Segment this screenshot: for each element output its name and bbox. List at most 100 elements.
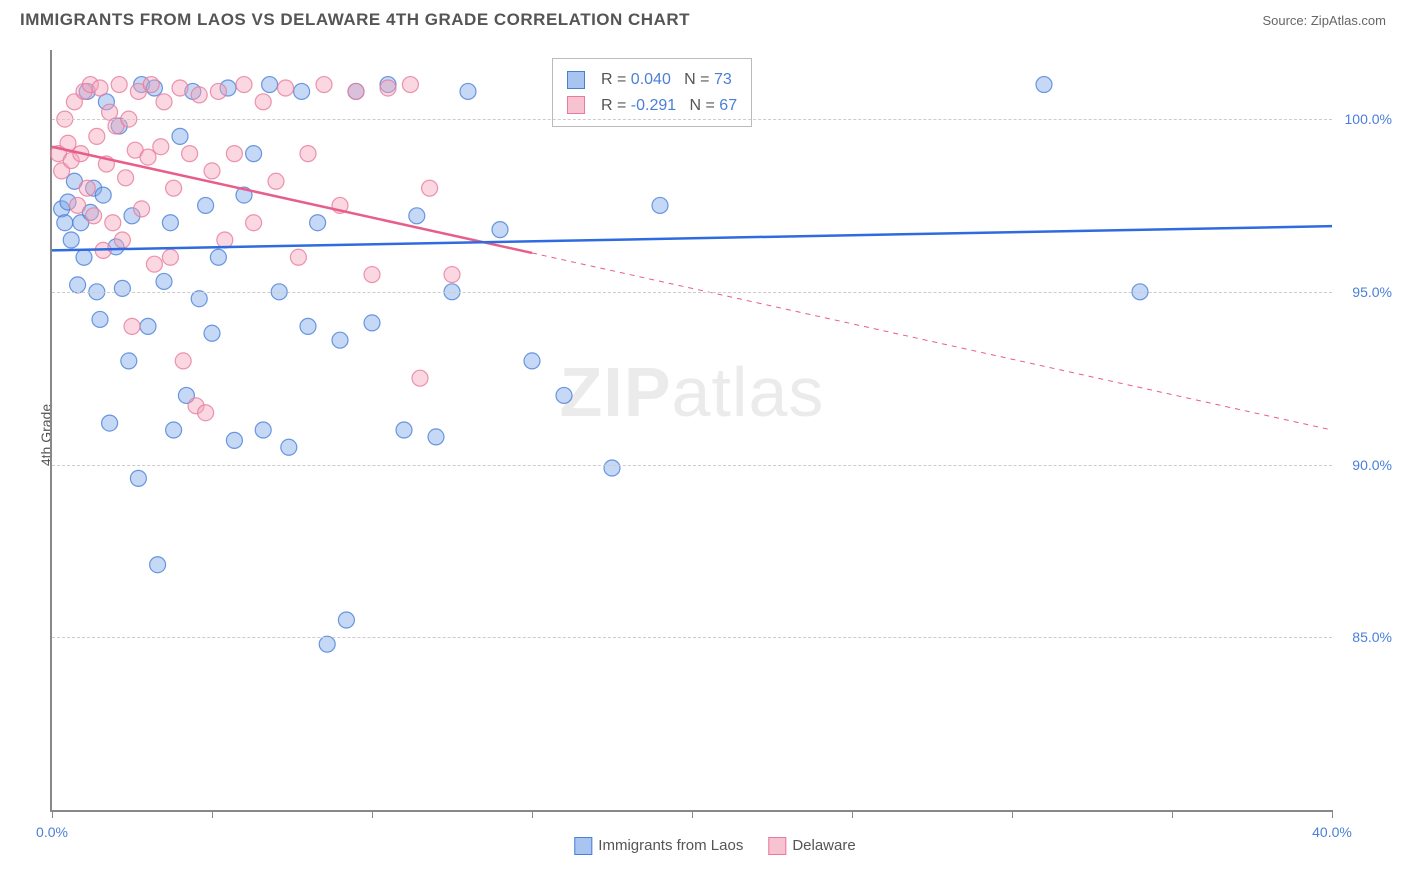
scatter-point	[146, 256, 162, 272]
scatter-point	[268, 173, 284, 189]
scatter-point	[262, 77, 278, 93]
scatter-point	[76, 249, 92, 265]
scatter-point	[162, 215, 178, 231]
scatter-point	[604, 460, 620, 476]
scatter-point	[105, 215, 121, 231]
scatter-point	[70, 197, 86, 213]
scatter-point	[143, 77, 159, 93]
scatter-point	[300, 318, 316, 334]
stats-row: R = 0.040 N = 73	[567, 67, 737, 93]
x-tick-label: 40.0%	[1312, 824, 1352, 840]
gridline	[52, 119, 1332, 120]
x-tick	[692, 810, 693, 818]
scatter-point	[310, 215, 326, 231]
scatter-point	[652, 197, 668, 213]
scatter-point	[204, 163, 220, 179]
scatter-point	[172, 80, 188, 96]
scatter-point	[156, 273, 172, 289]
scatter-point	[428, 429, 444, 445]
scatter-point	[332, 332, 348, 348]
x-tick-label: 0.0%	[36, 824, 68, 840]
source-label: Source: ZipAtlas.com	[1262, 13, 1386, 28]
scatter-point	[281, 439, 297, 455]
scatter-point	[278, 80, 294, 96]
x-tick	[1172, 810, 1173, 818]
scatter-point	[316, 77, 332, 93]
scatter-point	[166, 180, 182, 196]
scatter-point	[175, 353, 191, 369]
scatter-point	[134, 201, 150, 217]
x-tick	[372, 810, 373, 818]
y-tick-label: 90.0%	[1352, 457, 1392, 473]
scatter-point	[348, 83, 364, 99]
scatter-point	[364, 267, 380, 283]
scatter-point	[182, 146, 198, 162]
y-tick-label: 85.0%	[1352, 629, 1392, 645]
scatter-point	[140, 149, 156, 165]
x-tick	[532, 810, 533, 818]
scatter-point	[153, 139, 169, 155]
trend-line-dashed	[532, 253, 1332, 430]
x-tick	[852, 810, 853, 818]
x-tick	[1332, 810, 1333, 818]
scatter-point	[246, 146, 262, 162]
scatter-point	[63, 232, 79, 248]
scatter-point	[198, 197, 214, 213]
scatter-point	[444, 267, 460, 283]
x-tick	[1012, 810, 1013, 818]
x-tick	[52, 810, 53, 818]
scatter-point	[204, 325, 220, 341]
scatter-point	[191, 87, 207, 103]
scatter-point	[79, 180, 95, 196]
scatter-point	[150, 557, 166, 573]
scatter-point	[124, 318, 140, 334]
scatter-point	[412, 370, 428, 386]
gridline	[52, 292, 1332, 293]
scatter-point	[460, 83, 476, 99]
scatter-point	[524, 353, 540, 369]
scatter-point	[89, 128, 105, 144]
chart-title: IMMIGRANTS FROM LAOS VS DELAWARE 4TH GRA…	[20, 10, 690, 30]
plot-area: ZIPatlas R = 0.040 N = 73 R = -0.291 N =…	[50, 50, 1332, 812]
legend-swatch	[567, 71, 585, 89]
y-tick-label: 95.0%	[1352, 284, 1392, 300]
scatter-point	[255, 422, 271, 438]
scatter-point	[396, 422, 412, 438]
scatter-point	[338, 612, 354, 628]
correlation-stats-box: R = 0.040 N = 73 R = -0.291 N = 67	[552, 58, 752, 127]
scatter-point	[92, 80, 108, 96]
scatter-point	[102, 415, 118, 431]
gridline	[52, 465, 1332, 466]
scatter-svg	[52, 50, 1332, 810]
scatter-point	[95, 187, 111, 203]
scatter-point	[1036, 77, 1052, 93]
scatter-point	[290, 249, 306, 265]
scatter-point	[380, 80, 396, 96]
scatter-point	[191, 291, 207, 307]
trend-line	[52, 226, 1332, 250]
scatter-point	[409, 208, 425, 224]
scatter-point	[140, 318, 156, 334]
scatter-point	[114, 280, 130, 296]
scatter-point	[210, 249, 226, 265]
legend-item: Immigrants from Laos	[574, 837, 743, 855]
scatter-point	[402, 77, 418, 93]
series-legend: Immigrants from LaosDelaware	[574, 837, 855, 855]
scatter-point	[198, 405, 214, 421]
scatter-point	[92, 311, 108, 327]
y-tick-label: 100.0%	[1345, 111, 1392, 127]
scatter-point	[246, 215, 262, 231]
scatter-point	[166, 422, 182, 438]
scatter-point	[86, 208, 102, 224]
chart-container: 4th Grade ZIPatlas R = 0.040 N = 73 R = …	[50, 50, 1380, 820]
legend-swatch	[768, 837, 786, 855]
scatter-point	[319, 636, 335, 652]
scatter-point	[226, 432, 242, 448]
scatter-point	[255, 94, 271, 110]
scatter-point	[422, 180, 438, 196]
stats-row: R = -0.291 N = 67	[567, 93, 737, 119]
scatter-point	[556, 387, 572, 403]
legend-swatch	[567, 96, 585, 114]
chart-header: IMMIGRANTS FROM LAOS VS DELAWARE 4TH GRA…	[0, 0, 1406, 35]
gridline	[52, 637, 1332, 638]
